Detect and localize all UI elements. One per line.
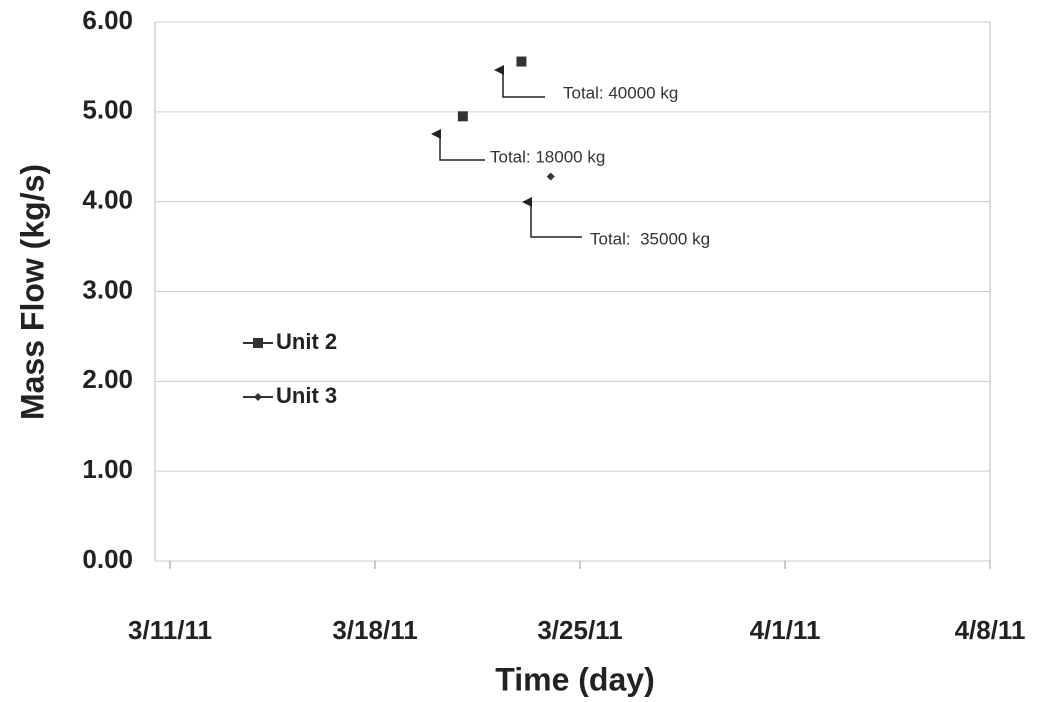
x-tick-label: 4/8/11 [955, 615, 1026, 645]
point [546, 172, 555, 181]
point [457, 111, 468, 122]
x-tick-label: 3/25/11 [537, 615, 622, 645]
y-axis-title: Mass Flow (kg/s) [14, 164, 50, 420]
x-tick-label: 3/11/11 [128, 615, 212, 645]
y-tick-label: 1.00 [82, 454, 133, 484]
y-tick-label: 0.00 [82, 544, 133, 574]
annotation-arrow [522, 197, 582, 238]
annotation-arrow [494, 65, 545, 98]
legend-marker [254, 393, 262, 401]
annotation: Total: 40000 kg [563, 83, 678, 102]
annotation: Total: 18000 kg [490, 147, 605, 166]
x-tick-label: 4/1/11 [750, 615, 821, 645]
legend-label: Unit 2 [276, 329, 337, 354]
y-tick-label: 6.00 [82, 5, 133, 35]
y-tick-label: 2.00 [82, 364, 133, 394]
x-tick-label: 3/18/11 [332, 615, 417, 645]
y-tick-label: 5.00 [82, 95, 133, 125]
y-tick-label: 3.00 [82, 274, 133, 304]
annotation-arrow [431, 129, 485, 161]
point [516, 56, 527, 67]
legend-marker [253, 338, 263, 348]
annotation: Total: 35000 kg [590, 229, 710, 248]
x-axis-title: Time (day) [495, 661, 654, 697]
legend-label: Unit 3 [276, 383, 337, 408]
y-tick-label: 4.00 [82, 185, 133, 215]
